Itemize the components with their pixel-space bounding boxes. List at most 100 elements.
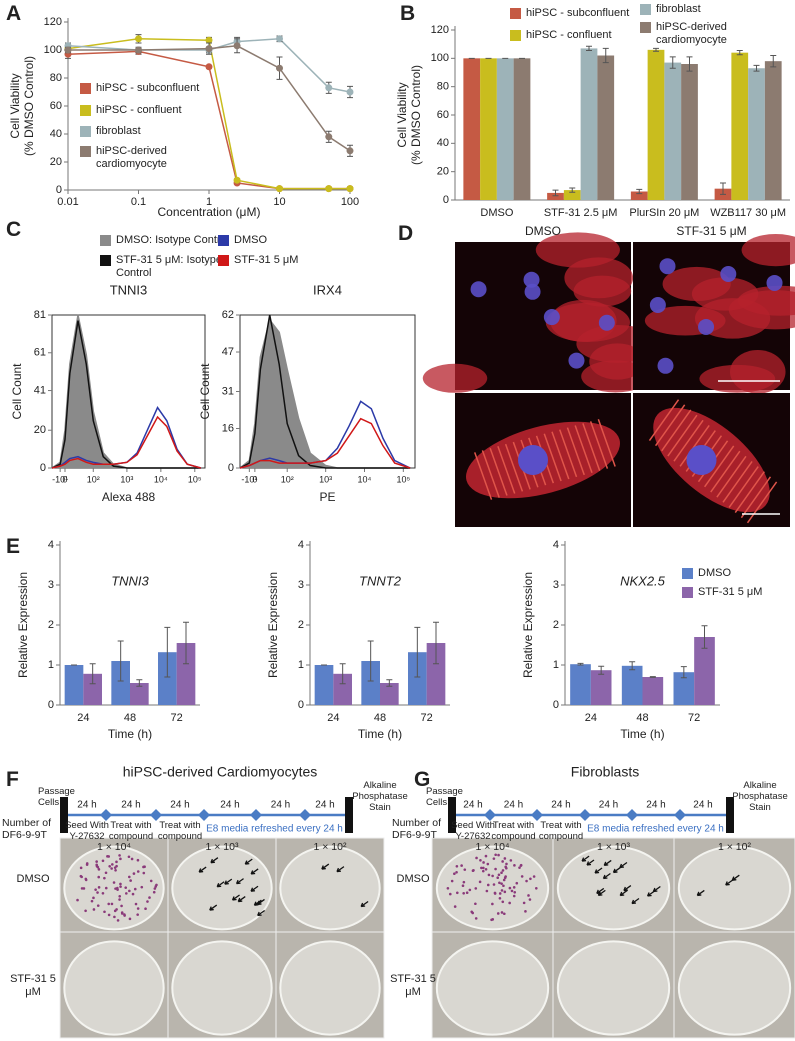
colony: [97, 868, 101, 871]
colony: [456, 891, 459, 895]
nucleus-stain: [470, 281, 487, 298]
colony: [120, 904, 123, 908]
colony-arrow: [198, 866, 207, 873]
bar: [642, 677, 664, 705]
plate-well: [279, 845, 381, 931]
colony: [113, 866, 117, 869]
colony: [136, 858, 140, 862]
y-tick-label: 0: [553, 699, 559, 711]
end-label: Alkaline Phosphatase Stain: [732, 780, 788, 813]
sarcomere: [740, 476, 772, 519]
nucleus-stain: [720, 266, 737, 283]
panel-label: B: [400, 2, 416, 25]
nucleus-stain: [698, 318, 715, 335]
colony: [484, 854, 488, 858]
actin-stain: [581, 360, 650, 393]
x-tick-label: 0: [252, 474, 257, 484]
legend-swatch: [80, 105, 91, 116]
colony: [116, 886, 119, 890]
sarcomere: [481, 450, 500, 498]
colony: [136, 870, 140, 873]
colony: [500, 871, 503, 875]
x-tick-label: DMSO: [480, 207, 513, 219]
plate-well: [63, 940, 165, 1036]
timeline-start: [60, 797, 68, 833]
actin-stain: [729, 350, 786, 394]
row-header: Number of DF6-9-9T: [2, 817, 52, 841]
colony: [509, 859, 513, 862]
x-tick-label: 24: [585, 712, 597, 724]
error-bar: [414, 626, 421, 678]
colony-arrow: [250, 868, 259, 875]
colony: [478, 880, 482, 884]
step-duration: 24 h: [646, 800, 665, 811]
column-label: 1 × 10⁴: [476, 841, 510, 853]
bar: [694, 637, 715, 705]
sarcomere: [648, 399, 680, 442]
data-point: [233, 176, 241, 184]
colony: [471, 869, 475, 873]
y-tick-label: 0: [298, 699, 304, 711]
column-label: 1 × 10⁴: [97, 841, 131, 853]
data-point: [205, 45, 213, 53]
y-tick-label: 81: [34, 309, 46, 321]
x-axis-label: Alexa 488: [102, 490, 156, 504]
y-tick-label: 40: [437, 137, 449, 149]
y-tick-label: 1: [298, 659, 304, 671]
bar: [333, 673, 352, 705]
y-tick-label: 4: [553, 539, 559, 551]
y-tick-label: 2: [553, 619, 559, 631]
colony: [512, 894, 516, 898]
error-bar: [686, 56, 693, 72]
x-tick-label: WZB117 30 μM: [710, 207, 786, 219]
chart-title: TNNT2: [359, 573, 402, 588]
bar: [597, 55, 615, 200]
step-duration: 24 h: [551, 800, 570, 811]
bar: [630, 191, 648, 200]
colony: [532, 875, 536, 878]
colony: [503, 912, 506, 916]
condition-label: STF-31 5 μM: [676, 224, 746, 238]
colony: [94, 888, 97, 891]
error-bar: [552, 189, 559, 197]
colony: [474, 887, 478, 890]
colony: [128, 889, 131, 893]
bar: [570, 664, 591, 705]
x-tick-label: 48: [374, 712, 386, 724]
bar: [83, 673, 102, 705]
panel-label: D: [398, 222, 414, 245]
plate-well: [435, 940, 550, 1036]
step-label: Treat with compound: [108, 820, 154, 842]
bar: [681, 64, 698, 200]
colony: [498, 881, 501, 885]
colony: [503, 876, 507, 879]
bar: [130, 683, 149, 705]
y-tick-label: 3: [553, 579, 559, 591]
colony: [500, 882, 503, 885]
actin-stain: [691, 277, 759, 311]
plate-well: [171, 845, 273, 931]
bar: [563, 190, 581, 200]
panel-label: E: [6, 535, 21, 558]
colony: [520, 875, 524, 878]
actin-stain: [741, 233, 795, 267]
colony: [508, 901, 511, 905]
x-tick-label: 72: [171, 712, 183, 724]
y-tick-label: 1: [553, 659, 559, 671]
y-tick-label: 4: [298, 539, 304, 551]
legend-label: STF-31 5 μM: [698, 586, 763, 598]
x-tick-label: 10⁴: [154, 474, 168, 484]
bar: [314, 665, 334, 705]
legend-label: hiPSC-derived cardiomyocyte: [656, 21, 727, 46]
colony: [462, 880, 466, 884]
row-label: DMSO: [396, 873, 430, 885]
colony: [528, 898, 532, 901]
colony: [453, 872, 456, 876]
data-point: [325, 133, 333, 141]
legend-label: fibroblast: [96, 125, 141, 137]
colony: [455, 871, 458, 874]
colony-arrow: [619, 889, 628, 897]
colony-arrow: [209, 904, 218, 911]
colony: [127, 855, 131, 859]
colony-arrow: [612, 866, 621, 874]
